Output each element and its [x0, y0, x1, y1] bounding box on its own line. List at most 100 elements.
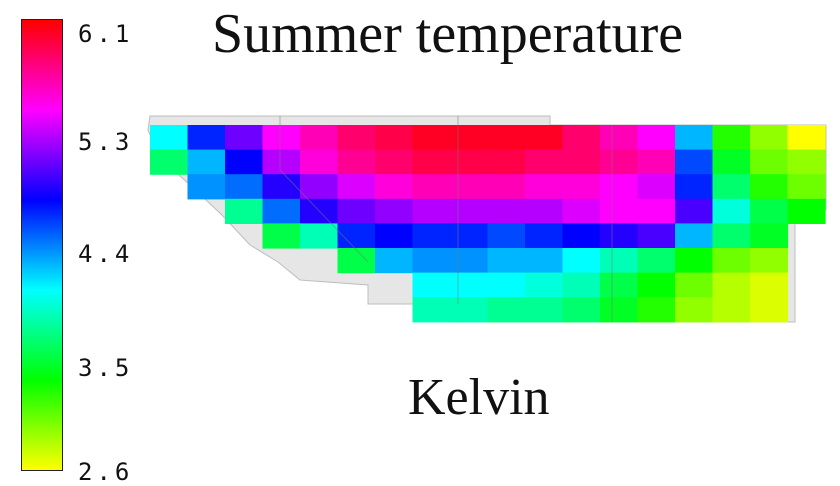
heatmap-cell: [750, 297, 789, 323]
heatmap-cell: [675, 248, 714, 274]
heatmap-cell: [750, 174, 789, 200]
heatmap-cell: [562, 248, 601, 274]
heatmap-cells: [150, 125, 826, 323]
heatmap-cell: [412, 198, 451, 224]
heatmap-cell: [675, 223, 714, 249]
heatmap-cell: [637, 272, 676, 298]
heatmap-cell: [562, 223, 601, 249]
heatmap-cell: [337, 174, 376, 200]
heatmap-cell: [675, 272, 714, 298]
heatmap-cell: [300, 174, 339, 200]
colorbar-tick-label: 6.1: [78, 20, 134, 48]
heatmap-cell: [225, 125, 264, 151]
heatmap-cell: [225, 198, 264, 224]
heatmap-cell: [262, 125, 301, 151]
heatmap-cell: [337, 248, 376, 274]
heatmap-cell: [600, 272, 639, 298]
heatmap-cell: [600, 149, 639, 175]
heatmap-cell: [487, 272, 526, 298]
heatmap-cell: [637, 125, 676, 151]
heatmap-cell: [750, 198, 789, 224]
heatmap-cell: [412, 174, 451, 200]
heatmap-cell: [337, 125, 376, 151]
heatmap-cell: [600, 297, 639, 323]
heatmap-cell: [712, 272, 751, 298]
heatmap-cell: [562, 297, 601, 323]
heatmap-cell: [375, 198, 414, 224]
heatmap-cell: [525, 272, 564, 298]
heatmap-cell: [712, 198, 751, 224]
heatmap-cell: [150, 149, 189, 175]
heatmap-cell: [750, 125, 789, 151]
heatmap-cell: [487, 149, 526, 175]
heatmap-cell: [525, 248, 564, 274]
heatmap-cell: [637, 149, 676, 175]
colorbar-tick-label: 2.6: [78, 458, 134, 486]
heatmap-cell: [375, 223, 414, 249]
heatmap-cell: [225, 174, 264, 200]
heatmap-cell: [450, 174, 489, 200]
heatmap-cell: [300, 223, 339, 249]
heatmap-cell: [375, 174, 414, 200]
heatmap-cell: [300, 149, 339, 175]
heatmap-cell: [375, 149, 414, 175]
colorbar-tick-label: 4.4: [78, 240, 134, 268]
heatmap-cell: [450, 149, 489, 175]
heatmap-cell: [337, 223, 376, 249]
heatmap-cell: [412, 125, 451, 151]
heatmap-cell: [412, 223, 451, 249]
heatmap-cell: [487, 198, 526, 224]
heatmap-cell: [712, 223, 751, 249]
heatmap-cell: [487, 248, 526, 274]
heatmap-cell: [637, 223, 676, 249]
heatmap-cell: [712, 248, 751, 274]
heatmap-cell: [412, 297, 451, 323]
heatmap-cell: [525, 198, 564, 224]
colorbar-tick-label: 3.5: [78, 354, 134, 382]
heatmap-cell: [787, 149, 826, 175]
heatmap-cell: [450, 198, 489, 224]
heatmap-cell: [262, 198, 301, 224]
heatmap-cell: [525, 297, 564, 323]
colorbar-tick-label: 5.3: [78, 128, 134, 156]
heatmap-cell: [600, 198, 639, 224]
heatmap-cell: [637, 174, 676, 200]
heatmap-cell: [450, 272, 489, 298]
heatmap-cell: [675, 174, 714, 200]
heatmap-cell: [787, 198, 826, 224]
units-label: Kelvin: [408, 369, 550, 426]
heatmap-cell: [487, 223, 526, 249]
heatmap-cell: [712, 125, 751, 151]
heatmap-cell: [637, 248, 676, 274]
heatmap-cell: [412, 248, 451, 274]
colorbar: [21, 19, 63, 471]
heatmap-cell: [600, 125, 639, 151]
heatmap-cell: [562, 272, 601, 298]
heatmap-cell: [187, 125, 226, 151]
heatmap-cell: [187, 174, 226, 200]
heatmap-cell: [787, 125, 826, 151]
heatmap-cell: [412, 272, 451, 298]
map-title: Summer temperature: [212, 3, 684, 65]
heatmap-cell: [675, 125, 714, 151]
heatmap-cell: [262, 174, 301, 200]
heatmap-cell: [487, 125, 526, 151]
heatmap-cell: [562, 174, 601, 200]
heatmap-cell: [675, 297, 714, 323]
heatmap-cell: [487, 297, 526, 323]
heatmap-cell: [600, 223, 639, 249]
state-borders: [279, 116, 613, 322]
heatmap-cell: [750, 149, 789, 175]
heatmap-cell: [450, 125, 489, 151]
heatmap-cell: [262, 149, 301, 175]
heatmap-cell: [487, 174, 526, 200]
heatmap-cell: [337, 198, 376, 224]
heatmap-cell: [750, 272, 789, 298]
heatmap-cell: [525, 149, 564, 175]
heatmap-cell: [375, 248, 414, 274]
heatmap-cell: [450, 223, 489, 249]
heatmap-cell: [600, 248, 639, 274]
heatmap-cell: [262, 223, 301, 249]
heatmap-cell: [637, 297, 676, 323]
